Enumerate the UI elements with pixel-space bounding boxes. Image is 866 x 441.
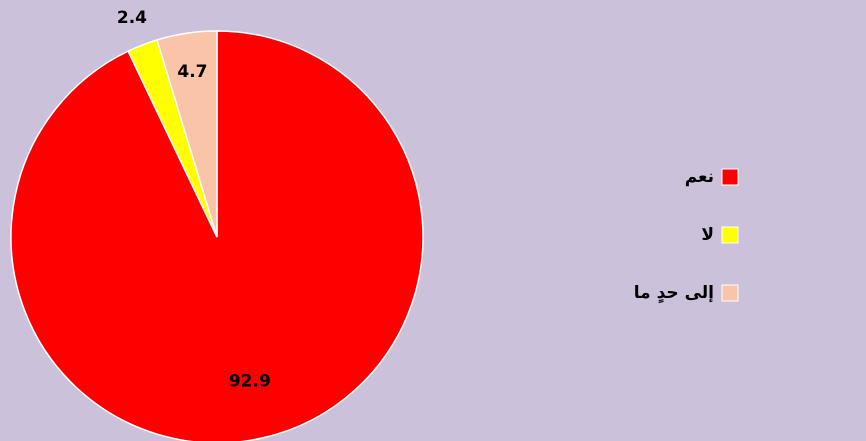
data-label: 4.7 xyxy=(177,62,207,82)
legend-swatch xyxy=(721,284,739,302)
legend-label: نعم xyxy=(685,167,714,187)
legend-label: لا xyxy=(701,225,714,245)
pie-slice xyxy=(156,30,218,238)
legend-label: إلى حدٍ ما xyxy=(634,283,714,304)
legend-swatch xyxy=(721,226,739,244)
data-label: 2.4 xyxy=(117,8,147,28)
data-label: 92.9 xyxy=(229,372,271,392)
legend-swatch xyxy=(721,168,739,186)
